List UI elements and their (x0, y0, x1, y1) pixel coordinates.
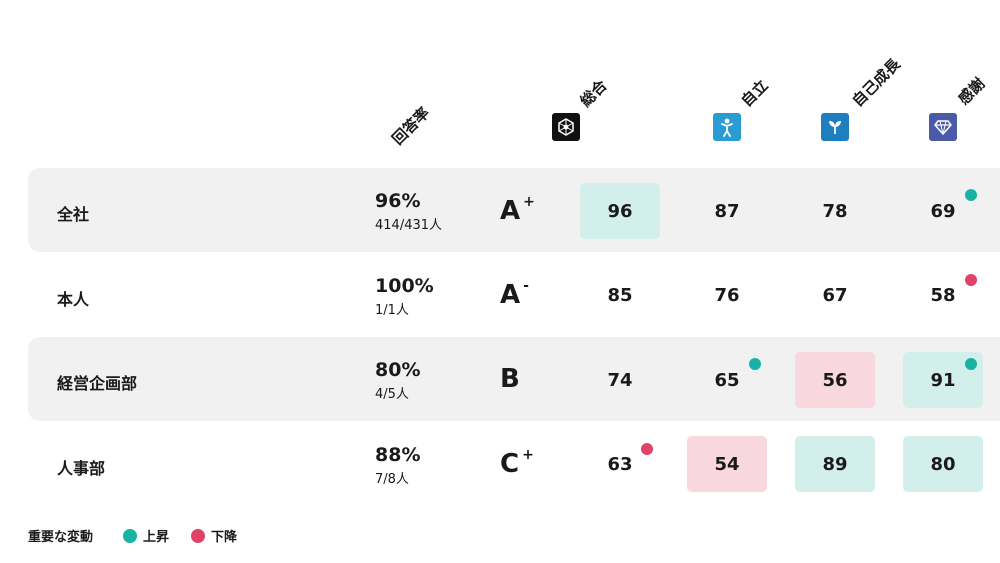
header-independence: 自立 (737, 76, 772, 111)
grade: C + (500, 447, 534, 479)
person-standing-icon (713, 113, 741, 141)
sprout-icon (821, 113, 849, 141)
score-total: 85 (607, 284, 633, 306)
score-independence: 87 (714, 200, 740, 222)
response-count: 414/431人 (375, 218, 443, 233)
score-growth: 56 (795, 352, 875, 408)
score-growth: 67 (822, 284, 848, 306)
legend-up-label: 上昇 (143, 530, 170, 545)
grade: A + (500, 194, 535, 226)
response-count: 1/1人 (375, 303, 409, 318)
response-count: 4/5人 (375, 387, 409, 402)
score-independence: 54 (687, 436, 767, 492)
response-rate: 100% (375, 275, 434, 297)
grade: B (500, 364, 520, 394)
score-independence: 65 (714, 369, 740, 391)
network-hexagon-icon (552, 113, 580, 141)
row-name: 本人 (57, 290, 90, 309)
up-indicator-dot (965, 189, 977, 201)
response-rate: 96% (375, 190, 421, 212)
score-growth: 89 (795, 436, 875, 492)
score-total: 74 (607, 369, 633, 391)
legend: 重要な変動 上昇 下降 (28, 526, 237, 545)
up-indicator-dot (965, 358, 977, 370)
header-gratitude: 感謝 (954, 74, 989, 109)
header-total: 総合 (576, 76, 611, 111)
down-indicator-dot (965, 274, 977, 286)
legend-title: 重要な変動 (28, 530, 94, 545)
row-name: 全社 (57, 205, 90, 224)
score-gratitude: 69 (930, 200, 956, 222)
score-independence: 76 (714, 284, 740, 306)
header-rate: 回答率 (388, 103, 434, 149)
score-total: 96 (580, 183, 660, 239)
response-count: 7/8人 (375, 472, 409, 487)
row-name: 経営企画部 (57, 374, 138, 393)
down-legend-dot (191, 528, 206, 543)
score-gratitude: 58 (930, 284, 956, 306)
table-row[interactable] (28, 168, 1000, 252)
header-growth: 自己成長 (848, 55, 904, 111)
score-total: 63 (607, 453, 633, 475)
score-gratitude: 91 (903, 352, 983, 408)
response-rate: 88% (375, 444, 421, 466)
row-name: 人事部 (57, 459, 106, 478)
score-gratitude: 80 (903, 436, 983, 492)
up-indicator-dot (749, 358, 761, 370)
legend-down-label: 下降 (211, 530, 238, 545)
grade: A- (500, 278, 529, 310)
response-rate: 80% (375, 359, 421, 381)
down-indicator-dot (641, 443, 653, 455)
score-growth: 78 (822, 200, 848, 222)
diamond-icon (929, 113, 957, 141)
up-legend-dot (123, 528, 138, 543)
